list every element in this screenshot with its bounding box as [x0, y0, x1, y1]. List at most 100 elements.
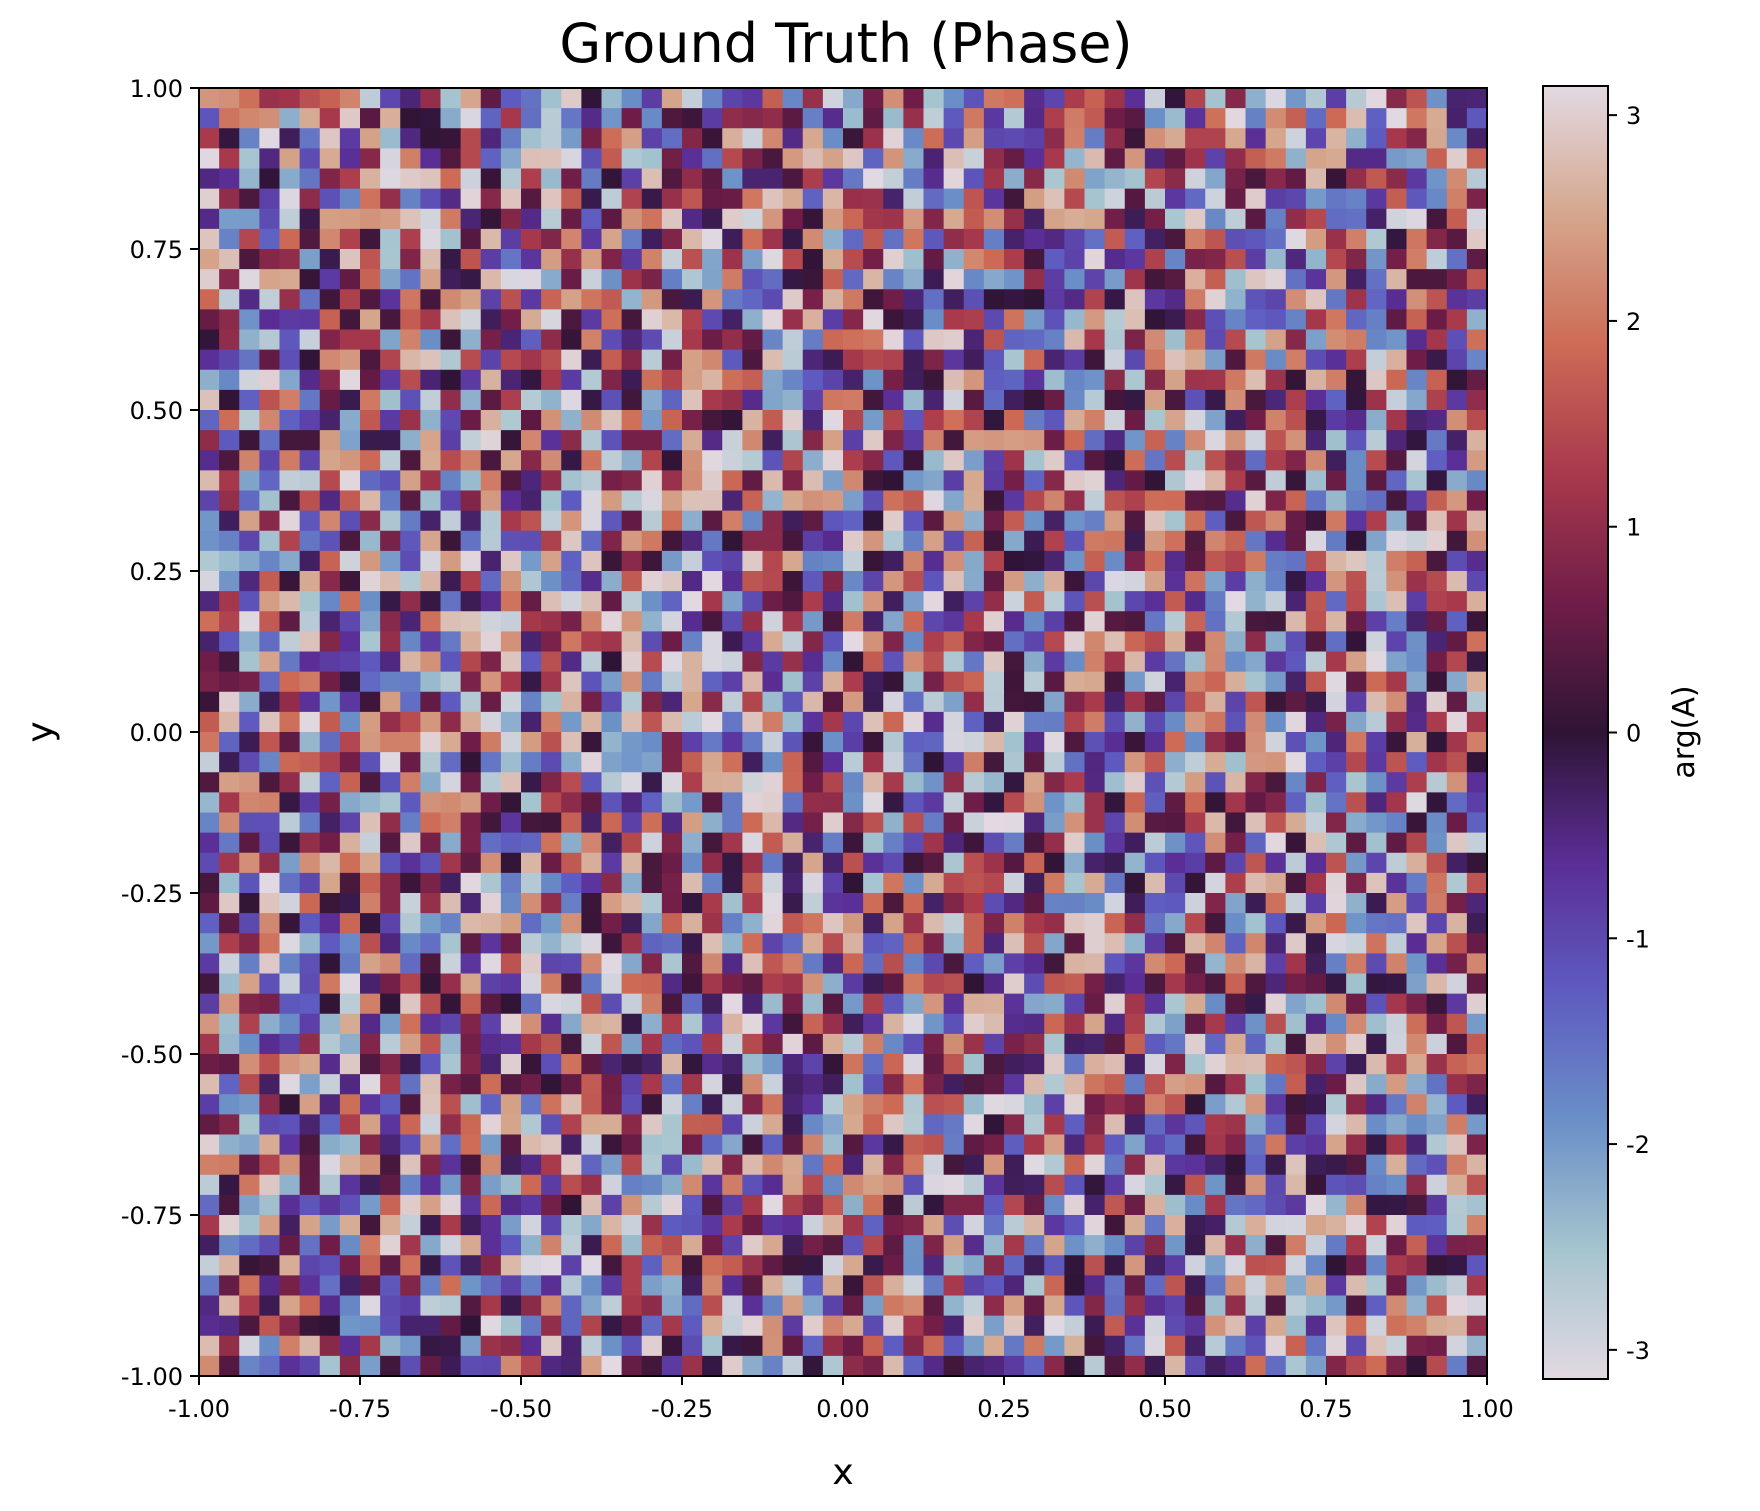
heatmap-cell — [883, 168, 904, 190]
heatmap-cell — [561, 228, 582, 250]
heatmap-cell — [963, 88, 985, 109]
heatmap-cell — [963, 852, 985, 874]
heatmap-cell — [641, 832, 663, 854]
heatmap-cell — [742, 490, 764, 512]
heatmap-cell — [863, 1134, 884, 1156]
heatmap-cell — [923, 872, 945, 894]
heatmap-cell — [722, 1275, 743, 1297]
heatmap-cell — [219, 1235, 240, 1256]
heatmap-cell — [380, 651, 401, 673]
heatmap-cell — [1265, 1335, 1287, 1357]
heatmap-cell — [601, 973, 623, 995]
heatmap-cell — [1185, 591, 1206, 612]
heatmap-cell — [480, 732, 502, 753]
heatmap-cell — [903, 631, 925, 653]
heatmap-cell — [1104, 510, 1126, 532]
heatmap-cell — [500, 148, 522, 170]
heatmap-cell — [682, 893, 703, 914]
heatmap-cell — [480, 208, 502, 230]
heatmap-cell — [299, 772, 321, 793]
heatmap-cell — [1225, 872, 1247, 894]
heatmap-cell — [279, 1275, 301, 1297]
heatmap-cell — [983, 772, 1005, 793]
heatmap-cell — [722, 631, 743, 653]
heatmap-cell — [1386, 993, 1408, 1015]
heatmap-cell — [1144, 711, 1166, 733]
heatmap-cell — [883, 108, 904, 129]
heatmap-cell — [983, 1094, 1005, 1115]
heatmap-cell — [722, 1215, 743, 1236]
heatmap-cell — [1326, 1355, 1347, 1377]
heatmap-cell — [883, 752, 904, 773]
heatmap-cell — [1386, 1235, 1408, 1256]
heatmap-cell — [1406, 530, 1428, 552]
heatmap-cell — [621, 510, 643, 532]
heatmap-cell — [1144, 1255, 1166, 1276]
heatmap-cell — [239, 1335, 260, 1357]
heatmap-cell — [1165, 148, 1186, 170]
heatmap-cell — [259, 671, 281, 693]
heatmap-cell — [641, 1235, 663, 1256]
heatmap-cell — [782, 530, 804, 552]
heatmap-cell — [943, 208, 965, 230]
heatmap-cell — [1205, 953, 1226, 975]
heatmap-cell — [500, 1154, 522, 1176]
heatmap-cell — [742, 1194, 764, 1216]
heatmap-cell — [903, 389, 925, 411]
heatmap-cell — [500, 208, 522, 230]
heatmap-cell — [1265, 228, 1287, 250]
heatmap-cell — [339, 289, 361, 310]
heatmap-cell — [702, 953, 723, 975]
heatmap-cell — [1044, 812, 1065, 834]
heatmap-cell — [581, 228, 603, 250]
heatmap-cell — [380, 1134, 401, 1156]
heatmap-cell — [440, 571, 462, 592]
heatmap-cell — [1084, 752, 1106, 773]
heatmap-cell — [782, 289, 804, 310]
heatmap-cell — [1305, 1215, 1327, 1236]
heatmap-cell — [1144, 893, 1166, 914]
heatmap-cell — [983, 913, 1005, 934]
heatmap-cell — [480, 148, 502, 170]
heatmap-cell — [460, 732, 482, 753]
heatmap-cell — [279, 752, 301, 773]
heatmap-cell — [500, 571, 522, 592]
heatmap-cell — [621, 711, 643, 733]
heatmap-cell — [1165, 832, 1186, 854]
heatmap-cell — [1165, 1174, 1186, 1196]
heatmap-cell — [903, 1114, 925, 1136]
heatmap-cell — [1285, 289, 1307, 310]
heatmap-cell — [943, 389, 965, 411]
heatmap-cell — [1104, 1194, 1126, 1216]
heatmap-cell — [339, 329, 361, 351]
heatmap-cell — [1346, 732, 1367, 753]
heatmap-cell — [1084, 651, 1106, 673]
heatmap-cell — [1124, 792, 1146, 814]
heatmap-cell — [1024, 1315, 1045, 1337]
heatmap-cell — [1346, 1295, 1367, 1317]
heatmap-cell — [400, 1215, 421, 1236]
heatmap-cell — [1124, 973, 1146, 995]
heatmap-cell — [1185, 671, 1206, 693]
heatmap-cell — [1366, 611, 1387, 632]
heatmap-cell — [219, 1154, 240, 1176]
heatmap-cell — [1346, 490, 1367, 512]
heatmap-cell — [822, 1194, 844, 1216]
heatmap-cell — [1205, 872, 1226, 894]
heatmap-cell — [1084, 1255, 1106, 1276]
heatmap-cell — [822, 571, 844, 592]
heatmap-cell — [440, 1134, 462, 1156]
heatmap-cell — [440, 772, 462, 793]
heatmap-cell — [1124, 993, 1146, 1015]
heatmap-cell — [1305, 410, 1327, 431]
heatmap-cell — [742, 792, 764, 814]
heatmap-cell — [1044, 872, 1065, 894]
heatmap-cell — [219, 571, 240, 592]
heatmap-cell — [1004, 792, 1025, 814]
heatmap-cell — [1004, 631, 1025, 653]
heatmap-cell — [279, 208, 301, 230]
heatmap-cell — [1446, 571, 1468, 592]
heatmap-cell — [1104, 1114, 1126, 1136]
heatmap-cell — [1124, 1315, 1146, 1337]
heatmap-cell — [1185, 1114, 1206, 1136]
